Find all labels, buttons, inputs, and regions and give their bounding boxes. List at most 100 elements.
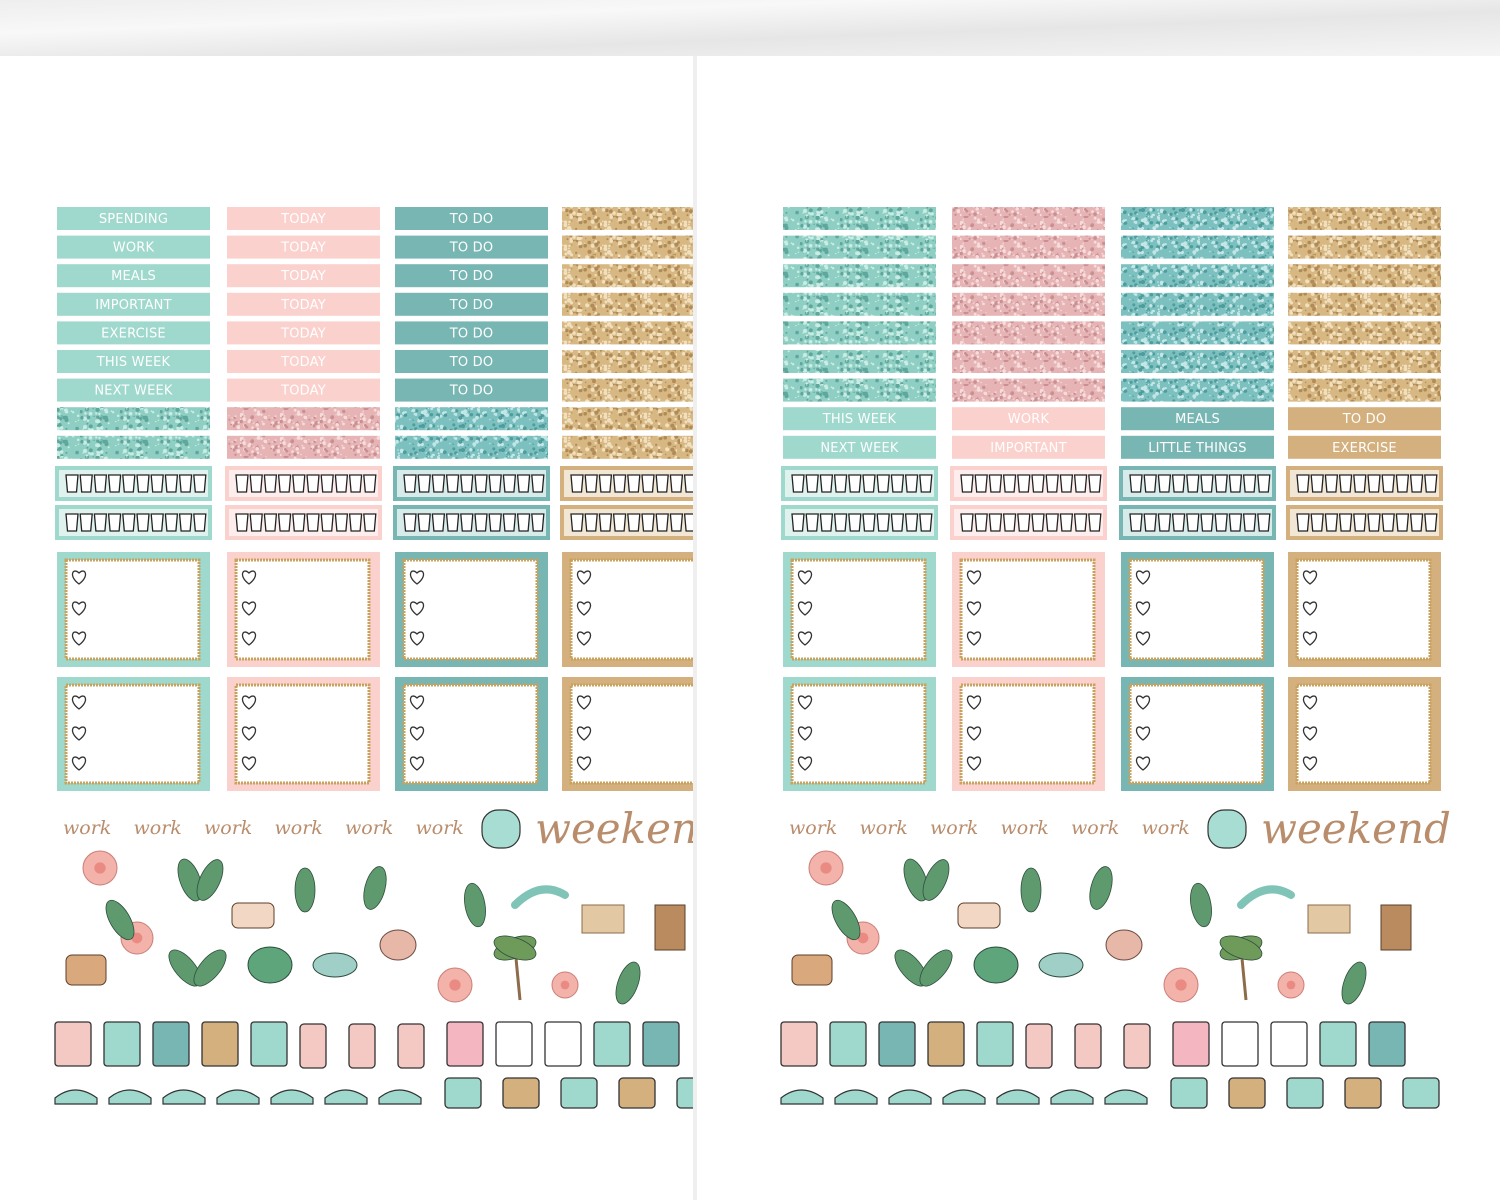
glitter-strip <box>1121 207 1274 230</box>
cup-icon <box>1257 474 1271 493</box>
cup-icon <box>683 474 693 493</box>
marble-background <box>0 0 1500 56</box>
glitter-strip <box>1288 378 1441 402</box>
cup-icon <box>403 513 417 532</box>
heart-icon <box>409 631 425 646</box>
tv-icon <box>1286 1077 1324 1109</box>
script-weekend: weekend <box>1261 804 1451 853</box>
cup-icon <box>960 474 974 493</box>
cup-icon <box>1002 474 1017 493</box>
cup-icon <box>960 513 974 532</box>
pad-icon <box>1207 809 1247 849</box>
leaf-icon <box>615 961 641 1005</box>
glitter-strip <box>395 407 548 431</box>
box-inner <box>959 683 1096 785</box>
cup-icon <box>641 513 655 532</box>
box-inner <box>402 683 539 785</box>
label-sticker <box>1121 435 1274 459</box>
label-sticker <box>1288 435 1441 459</box>
shoe-icon <box>54 1089 98 1105</box>
box-inner <box>959 558 1096 661</box>
heart-icon <box>966 631 982 646</box>
label-sticker <box>227 378 380 402</box>
heart-icon <box>241 601 257 616</box>
cup-icon <box>988 513 1003 532</box>
cup-icon <box>150 474 164 493</box>
cup-icon <box>1381 513 1395 532</box>
glitter-strip <box>952 321 1105 345</box>
cup-icon <box>93 474 108 493</box>
cup-icon <box>263 513 278 532</box>
cup-icon <box>431 474 446 493</box>
cup-icon <box>93 513 108 532</box>
cup-icon <box>136 513 150 532</box>
label-sticker <box>57 207 210 230</box>
gecko-icon <box>511 885 569 909</box>
leaf-icon <box>493 935 537 961</box>
cup-icon <box>363 513 377 532</box>
label-sticker <box>783 407 936 431</box>
box-inner <box>234 683 371 785</box>
glitter-strip <box>562 407 693 431</box>
flower-center <box>857 932 869 944</box>
cup-icon <box>1310 513 1324 532</box>
glitter-strip <box>783 378 936 402</box>
heart-icon <box>409 601 425 616</box>
box-inner <box>1128 558 1265 661</box>
label-sticker <box>57 378 210 402</box>
heart-icon <box>71 601 87 616</box>
turtle-icon <box>379 929 417 961</box>
heart-icon <box>71 631 87 646</box>
label-text: MEALS <box>111 269 156 284</box>
cup-icon <box>890 513 905 532</box>
computer-icon <box>1270 1021 1308 1067</box>
cup-icon <box>1073 513 1088 532</box>
cup-icon <box>193 474 207 493</box>
cup-icon <box>1059 474 1074 493</box>
cup-icon <box>164 513 179 532</box>
label-sticker <box>57 235 210 259</box>
heart-icon <box>1135 570 1151 585</box>
macrame-icon <box>1307 904 1351 934</box>
frog-icon <box>247 946 293 984</box>
cup-icon <box>292 474 306 493</box>
cup-icon <box>584 474 598 493</box>
label-text: MEALS <box>1175 412 1220 427</box>
script-word: work <box>1142 817 1190 839</box>
cup-icon <box>612 513 627 532</box>
box-inner <box>790 683 927 785</box>
cup-icon <box>848 513 862 532</box>
heart-icon <box>1135 726 1151 741</box>
label-text: TO DO <box>449 326 494 341</box>
leaf-icon <box>177 858 203 902</box>
heart-icon <box>409 695 425 710</box>
glitter-strip <box>952 292 1105 316</box>
chameleon-icon <box>1038 952 1084 978</box>
label-sticker <box>395 264 548 288</box>
leaf-icon <box>464 882 486 928</box>
heart-icon <box>409 726 425 741</box>
bow-icon <box>593 1021 631 1067</box>
label-text: TODAY <box>280 384 326 399</box>
cup-icon <box>1171 474 1186 493</box>
box-inner <box>64 558 201 661</box>
glitter-strip <box>227 435 380 459</box>
glitter-strip <box>562 321 693 345</box>
pot-icon <box>791 954 833 986</box>
heart-icon <box>71 756 87 771</box>
cup-icon <box>1338 474 1353 493</box>
cup-icon <box>570 513 584 532</box>
macrame-icon <box>581 904 625 934</box>
cup-icon <box>819 513 834 532</box>
label-text: EXERCISE <box>1332 441 1397 456</box>
heart-icon <box>1302 570 1318 585</box>
script-word: work <box>416 817 464 839</box>
plant-stand <box>654 904 686 951</box>
cup-icon <box>1424 474 1438 493</box>
heart-icon <box>797 756 813 771</box>
cup-icon <box>1129 474 1143 493</box>
cup-icon <box>1017 513 1031 532</box>
cup-icon <box>531 474 545 493</box>
heart-icon <box>71 726 87 741</box>
cup-icon <box>1242 474 1257 493</box>
